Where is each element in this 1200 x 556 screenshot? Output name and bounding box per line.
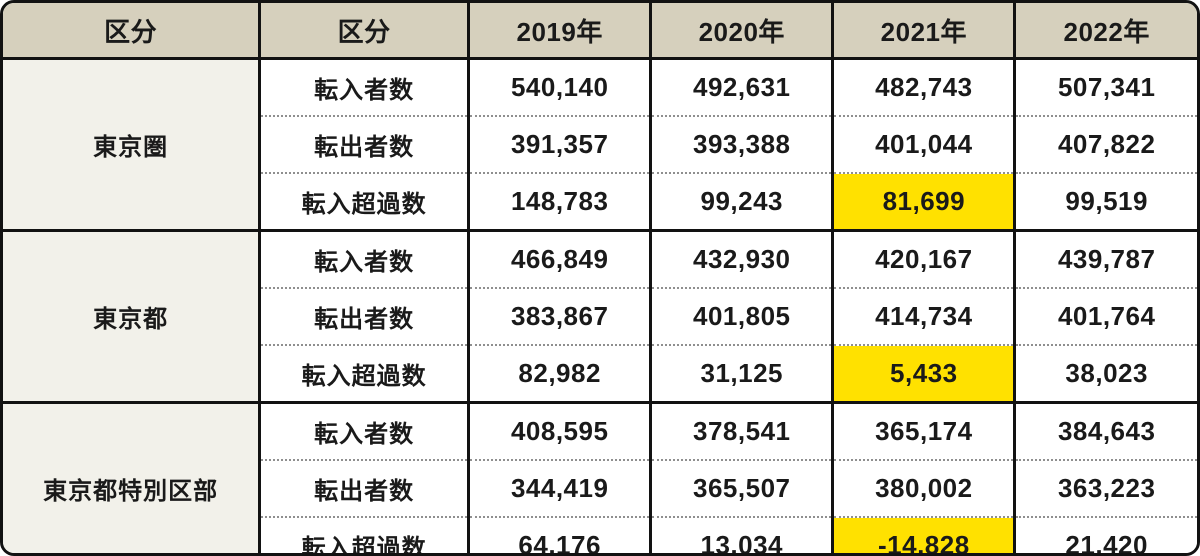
value-cell: 365,174 bbox=[831, 401, 1015, 460]
col-header-year-2020: 2020年 bbox=[649, 3, 833, 60]
value-cell: 393,388 bbox=[649, 115, 833, 173]
value-cell: 492,631 bbox=[649, 57, 833, 116]
row-label-cell: 転出者数 bbox=[258, 287, 469, 345]
value-cell: 401,044 bbox=[831, 115, 1015, 173]
value-cell: 507,341 bbox=[1013, 57, 1197, 116]
value-cell: 99,519 bbox=[1013, 172, 1197, 231]
value-cell: 407,822 bbox=[1013, 115, 1197, 173]
col-header-category-sub: 区分 bbox=[258, 3, 469, 60]
value-cell: 408,595 bbox=[467, 401, 651, 460]
value-cell: 401,805 bbox=[649, 287, 833, 345]
table-row: 転出者数 383,867 401,805 414,734 401,764 bbox=[3, 287, 1197, 345]
value-cell: 401,764 bbox=[1013, 287, 1197, 345]
group-name-tokyo-metro: 東京都 bbox=[3, 229, 260, 403]
table-row: 東京都 転入者数 466,849 432,930 420,167 439,787 bbox=[3, 229, 1197, 403]
value-cell: 13,034 bbox=[649, 516, 833, 553]
group-name-tokyo-wards: 東京都特別区部 bbox=[3, 401, 260, 553]
value-cell: 21,420 bbox=[1013, 516, 1197, 553]
value-cell: 482,743 bbox=[831, 57, 1015, 116]
value-cell: 344,419 bbox=[467, 459, 651, 517]
value-cell: 148,783 bbox=[467, 172, 651, 231]
value-cell: 391,357 bbox=[467, 115, 651, 173]
value-cell: 414,734 bbox=[831, 287, 1015, 345]
table-row: 転入超過数 64,176 13,034 -14,828 21,420 bbox=[3, 516, 1197, 553]
value-cell: 383,867 bbox=[467, 287, 651, 345]
row-label-cell: 転入者数 bbox=[258, 229, 469, 288]
table-row: 転入超過数 82,982 31,125 5,433 38,023 bbox=[3, 344, 1197, 403]
value-cell: 439,787 bbox=[1013, 229, 1197, 288]
table-row: 転入超過数 148,783 99,243 81,699 99,519 bbox=[3, 172, 1197, 231]
table-row: 東京圏 転入者数 540,140 492,631 482,743 507,341 bbox=[3, 57, 1197, 231]
row-label-cell: 転出者数 bbox=[258, 115, 469, 173]
col-header-year-2021: 2021年 bbox=[831, 3, 1015, 60]
col-header-year-2019: 2019年 bbox=[467, 3, 651, 60]
value-cell: 82,982 bbox=[467, 344, 651, 403]
value-cell: 466,849 bbox=[467, 229, 651, 288]
row-label-cell: 転入超過数 bbox=[258, 344, 469, 403]
table-row: 東京都特別区部 転入者数 408,595 378,541 365,174 384… bbox=[3, 401, 1197, 553]
migration-table: 区分 区分 2019年 2020年 2021年 2022年 東京圏 転入者数 5… bbox=[3, 3, 1197, 553]
col-header-category-group: 区分 bbox=[3, 3, 260, 60]
value-cell: 378,541 bbox=[649, 401, 833, 460]
value-cell: 363,223 bbox=[1013, 459, 1197, 517]
row-label-cell: 転入者数 bbox=[258, 57, 469, 116]
value-cell: 64,176 bbox=[467, 516, 651, 553]
highlighted-value-cell: -14,828 bbox=[831, 516, 1015, 553]
row-label-cell: 転出者数 bbox=[258, 459, 469, 517]
table-row: 転出者数 344,419 365,507 380,002 363,223 bbox=[3, 459, 1197, 517]
value-cell: 99,243 bbox=[649, 172, 833, 231]
value-cell: 540,140 bbox=[467, 57, 651, 116]
row-label-cell: 転入超過数 bbox=[258, 172, 469, 231]
highlighted-value-cell: 81,699 bbox=[831, 172, 1015, 231]
value-cell: 365,507 bbox=[649, 459, 833, 517]
header-row: 区分 区分 2019年 2020年 2021年 2022年 bbox=[3, 3, 1197, 60]
value-cell: 384,643 bbox=[1013, 401, 1197, 460]
group-name-tokyo-area: 東京圏 bbox=[3, 57, 260, 231]
value-cell: 420,167 bbox=[831, 229, 1015, 288]
highlighted-value-cell: 5,433 bbox=[831, 344, 1015, 403]
row-label-cell: 転入超過数 bbox=[258, 516, 469, 553]
row-label-cell: 転入者数 bbox=[258, 401, 469, 460]
value-cell: 432,930 bbox=[649, 229, 833, 288]
col-header-year-2022: 2022年 bbox=[1013, 3, 1197, 60]
value-cell: 31,125 bbox=[649, 344, 833, 403]
table-row: 転出者数 391,357 393,388 401,044 407,822 bbox=[3, 115, 1197, 173]
value-cell: 38,023 bbox=[1013, 344, 1197, 403]
value-cell: 380,002 bbox=[831, 459, 1015, 517]
